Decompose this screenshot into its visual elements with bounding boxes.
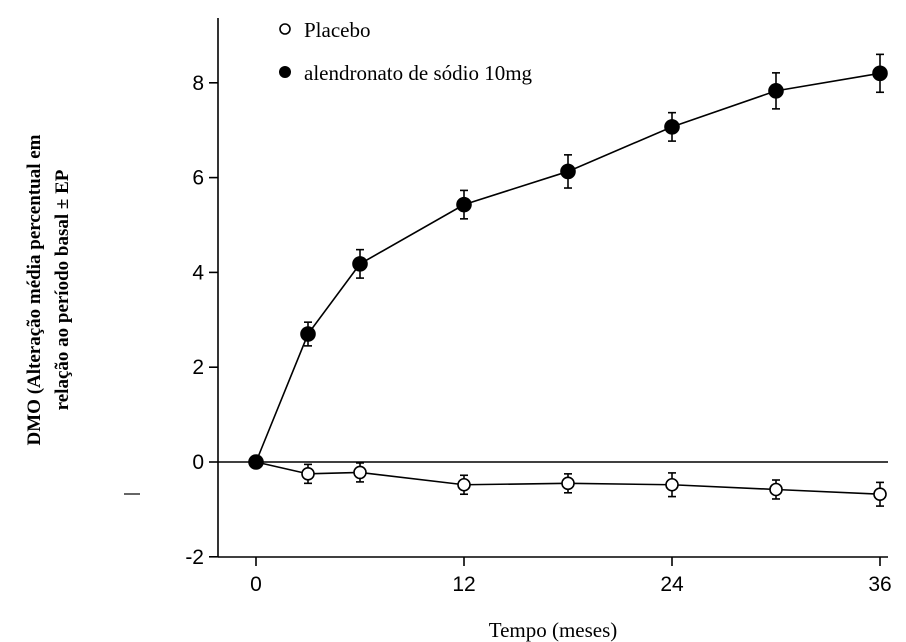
y-tick-label: 4 — [192, 261, 204, 284]
x-tick-label: 24 — [660, 573, 684, 596]
data-point — [353, 465, 367, 480]
data-point — [301, 467, 315, 481]
y-ticks: -2 0 2 4 6 8 — [185, 72, 218, 569]
data-point — [300, 326, 316, 342]
y-tick-label: 0 — [192, 451, 204, 474]
legend-marker-placebo — [279, 23, 291, 35]
data-point — [768, 83, 784, 99]
data-point — [352, 256, 368, 272]
y-tick-label: -2 — [185, 546, 204, 569]
legend: Placebo alendronato de sódio 10mg — [279, 18, 533, 85]
data-point — [248, 454, 264, 470]
data-point — [561, 476, 575, 491]
x-tick-label: 12 — [452, 573, 475, 596]
series-layer — [248, 53, 888, 507]
data-point — [665, 477, 679, 492]
x-axis-title: Tempo (meses) — [489, 618, 618, 642]
data-point — [873, 487, 887, 502]
legend-label-alendronato: alendronato de sódio 10mg — [304, 61, 533, 85]
y-axis-title-line1: DMO (Alteração média percentual em — [24, 134, 45, 445]
x-tick-label: 0 — [250, 573, 262, 596]
data-point — [457, 477, 471, 492]
data-point — [664, 119, 680, 135]
y-tick-label: 8 — [192, 72, 204, 95]
x-tick-label: 36 — [868, 573, 891, 596]
data-point — [769, 482, 783, 497]
legend-marker-alendronato — [279, 66, 291, 78]
data-point — [872, 65, 888, 82]
y-tick-label: 2 — [192, 356, 204, 379]
series-line-1 — [255, 72, 881, 463]
data-point — [456, 196, 472, 213]
series-line-0 — [255, 461, 881, 496]
legend-label-placebo: Placebo — [304, 18, 370, 42]
y-axis-title-line2: relação ao período basal ± EP — [52, 169, 73, 410]
x-ticks: 0 12 24 36 — [250, 557, 892, 596]
data-point — [560, 163, 576, 180]
y-tick-label: 6 — [192, 167, 204, 190]
